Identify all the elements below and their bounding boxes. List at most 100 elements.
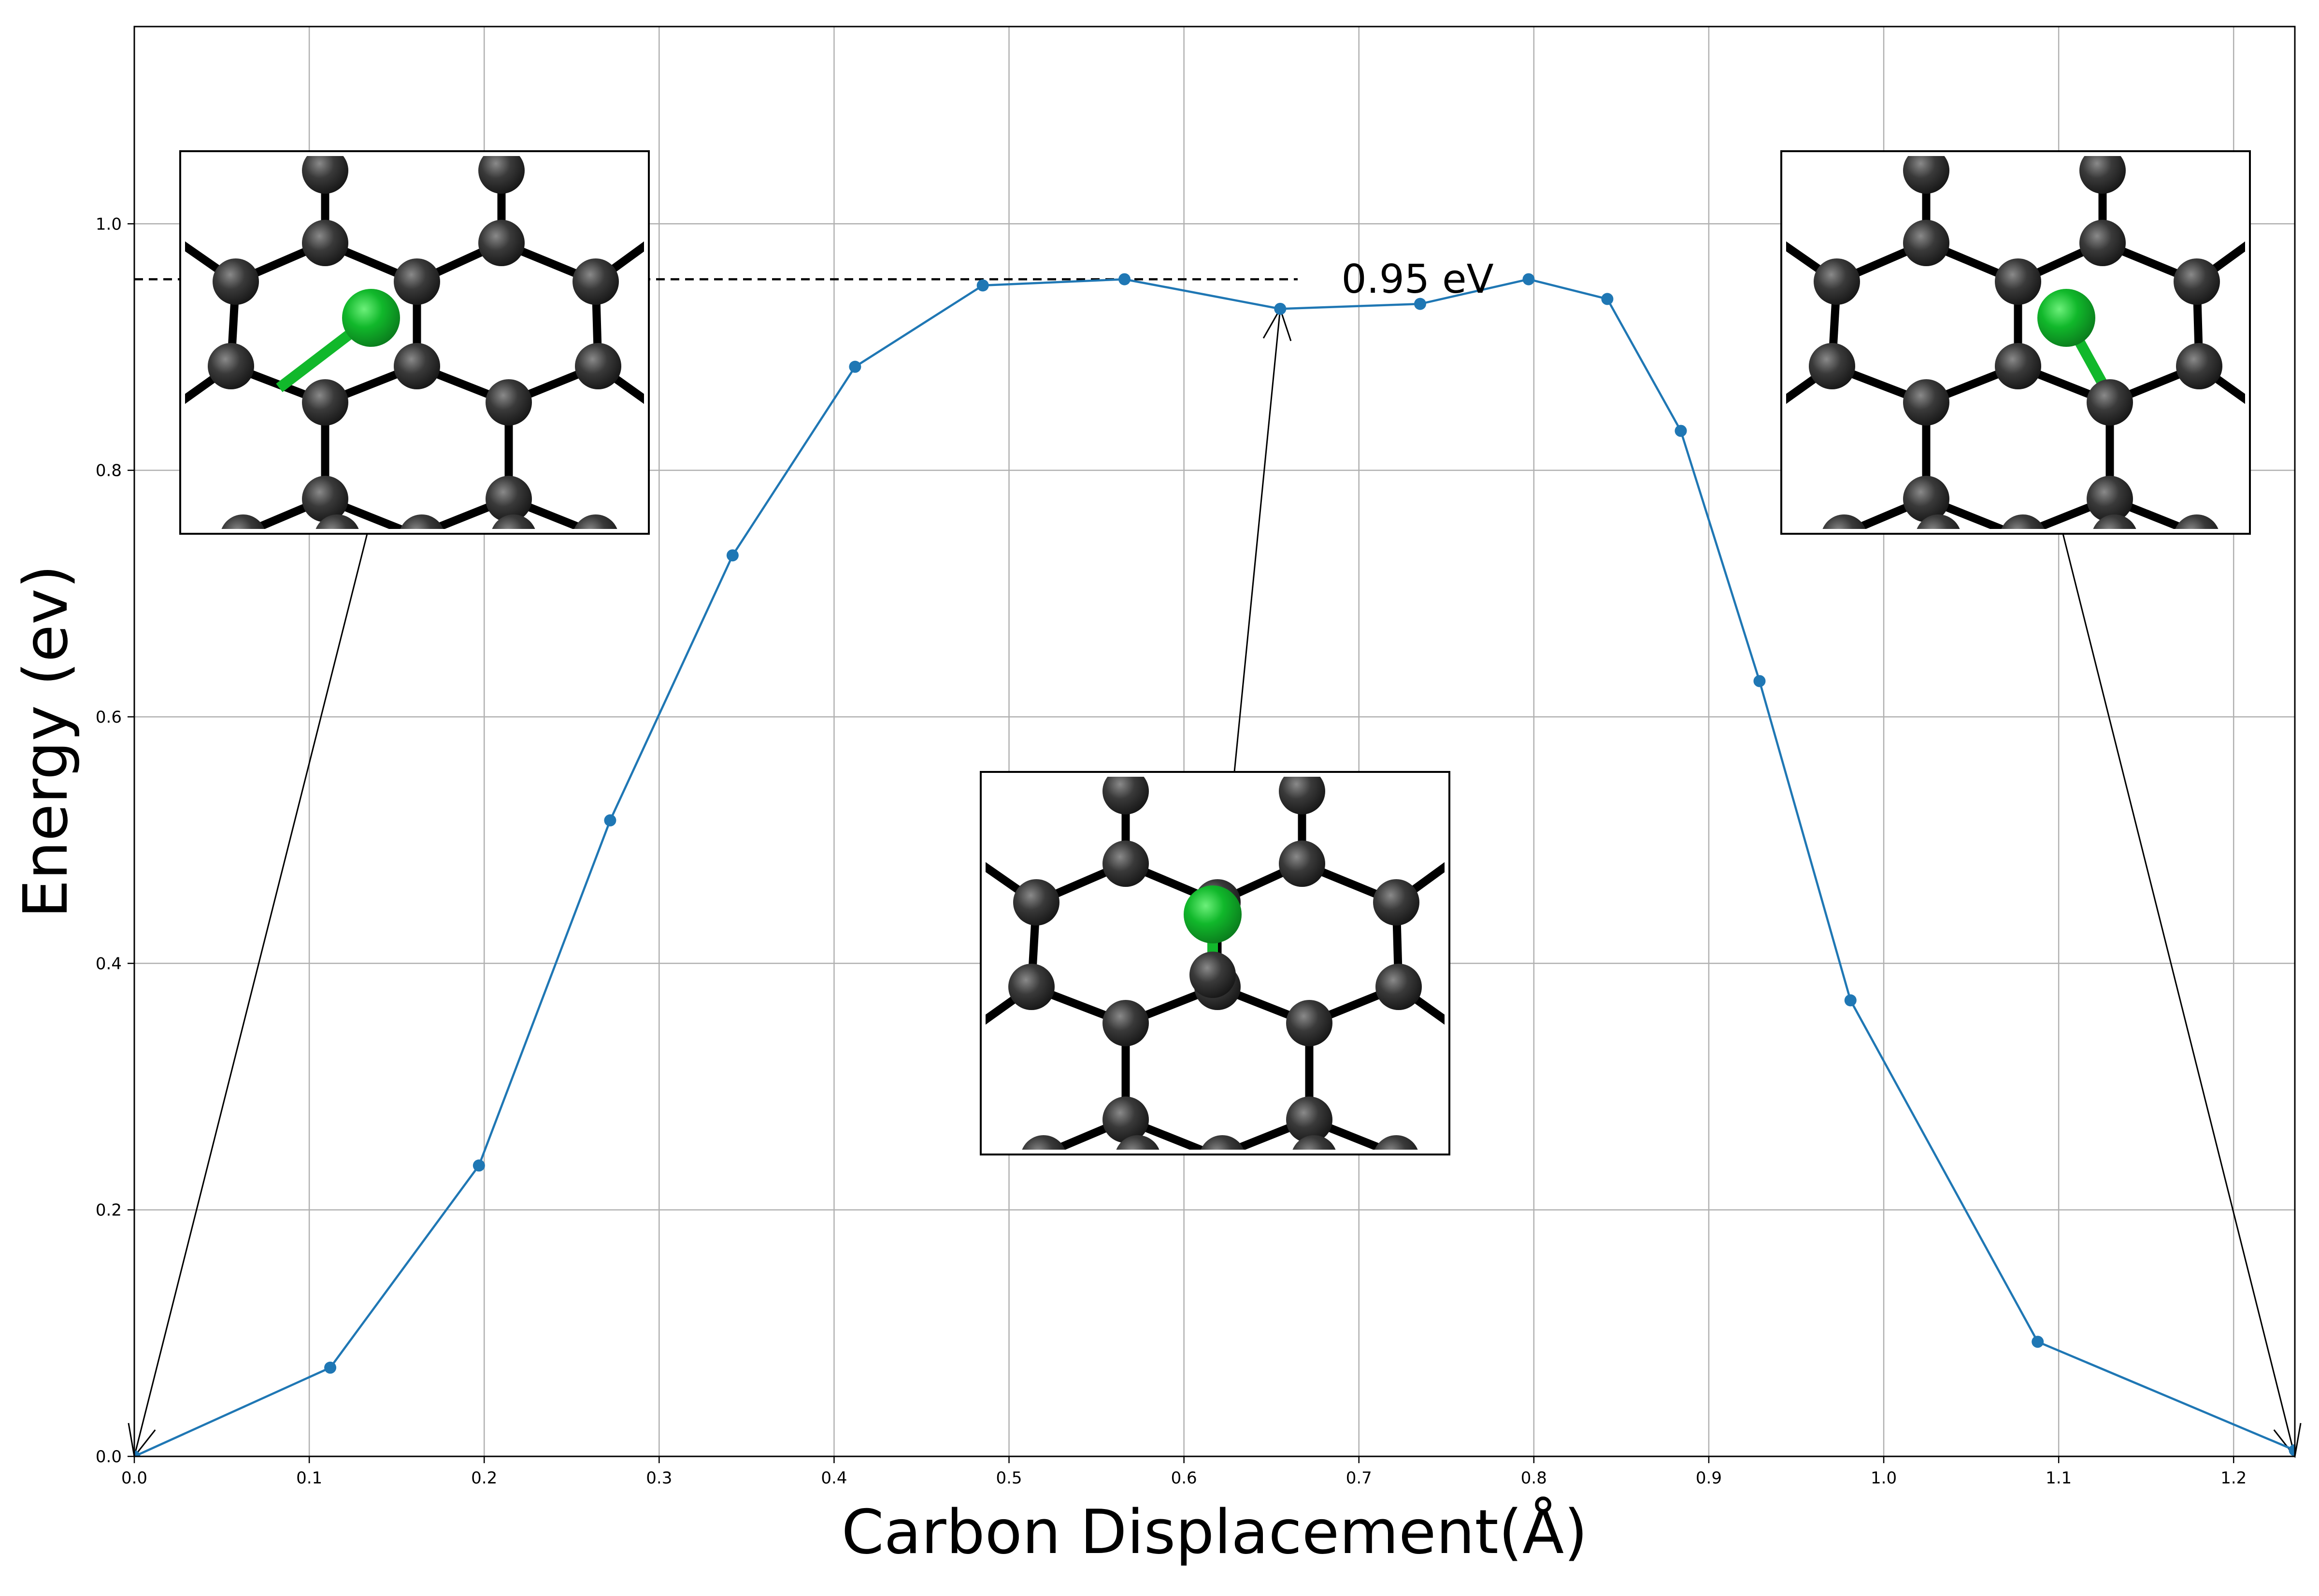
x-tick-label: 0.5: [996, 1468, 1022, 1488]
inset-frame: [980, 771, 1450, 1155]
x-tick-label: 0.6: [1171, 1468, 1197, 1488]
carbon-atom: [1822, 514, 1866, 529]
energy-point: [2289, 1444, 2295, 1456]
carbon-atom: [573, 258, 619, 305]
carbon-atom: [2087, 379, 2133, 426]
carbon-atom: [1201, 1135, 1244, 1150]
arrow-shaft: [1233, 309, 1281, 772]
energy-point: [2032, 1336, 2044, 1348]
carbon-atom: [574, 514, 617, 529]
inset-frame: [179, 150, 650, 535]
energy-point: [604, 814, 616, 826]
energy-point: [1601, 293, 1614, 305]
carbon-atom: [302, 476, 348, 522]
carbon-atom: [1995, 258, 2041, 305]
lattice: [986, 777, 1445, 1150]
carbon-atom: [221, 514, 265, 529]
y-axis-ticks: 0.0 0.2 0.4 0.6 0.8 1.0: [96, 214, 134, 1467]
adatom: [2037, 289, 2095, 347]
y-tick-label: 0.8: [96, 461, 122, 481]
x-tick-label: 0.3: [646, 1468, 672, 1488]
carbon-atom: [1279, 777, 1325, 814]
inset-initial-structure: [179, 150, 650, 535]
carbon-atom: [1189, 952, 1236, 998]
carbon-atom: [575, 343, 621, 389]
annotation-arrows: [128, 307, 2302, 1458]
adatom: [1184, 885, 1242, 943]
carbon-atom: [1292, 1135, 1336, 1150]
y-tick-label: 0.6: [96, 708, 122, 727]
lattice: [1786, 156, 2245, 529]
carbon-atom: [1903, 156, 1949, 194]
carbon-atom: [1373, 879, 1419, 926]
carbon-atom: [1917, 514, 1960, 529]
barrier-annotation: 0.95 eV: [1342, 256, 1494, 302]
energy-point: [976, 279, 989, 292]
inset-saddle-structure: [980, 771, 1450, 1155]
carbon-atom: [1374, 1135, 1418, 1150]
carbon-atom: [400, 514, 444, 529]
energy-point: [1522, 273, 1535, 285]
carbon-atom: [1903, 220, 1949, 266]
x-tick-label: 0.9: [1696, 1468, 1722, 1488]
energy-point: [1118, 273, 1131, 285]
carbon-atom: [2079, 220, 2126, 266]
carbon-atom: [1375, 964, 1422, 1010]
arrow-shaft: [133, 533, 368, 1457]
energy-point: [472, 1159, 485, 1172]
x-tick-label: 1.2: [2220, 1468, 2247, 1488]
energy-point: [849, 360, 861, 373]
carbon-atom: [1286, 1097, 1332, 1143]
carbon-atom: [302, 220, 348, 266]
carbon-atom: [213, 258, 259, 305]
carbon-atom: [302, 379, 348, 426]
energy-point: [324, 1361, 337, 1374]
adatom: [342, 289, 400, 347]
lattice: [185, 156, 644, 529]
carbon-atom: [1013, 879, 1059, 926]
y-axis-label: Energy (ev): [10, 565, 81, 918]
inset-frame: [1780, 150, 2251, 535]
y-tick-label: 0.2: [96, 1201, 122, 1220]
carbon-atom: [1286, 1000, 1332, 1046]
carbon-atom: [1903, 379, 1949, 426]
x-tick-label: 0.7: [1346, 1468, 1372, 1488]
carbon-atom: [2001, 514, 2045, 529]
carbon-atom: [2087, 476, 2133, 522]
x-tick-label: 0.1: [296, 1468, 322, 1488]
x-axis-ticks: 0.0 0.1 0.2 0.3 0.4 0.5 0.6 0.7 0.8 0.9 1.0 1.1 1.2: [121, 1456, 2247, 1488]
x-tick-label: 1.0: [1871, 1468, 1897, 1488]
carbon-atom: [1102, 1000, 1149, 1046]
x-tick-label: 0.4: [821, 1468, 847, 1488]
carbon-atom: [478, 220, 525, 266]
y-tick-label: 0.4: [96, 954, 122, 973]
carbon-atom: [2175, 514, 2219, 529]
carbon-atom: [208, 343, 254, 389]
carbon-atom: [2079, 156, 2126, 194]
energy-point: [1414, 298, 1426, 310]
inset-final-structure: [1780, 150, 2251, 535]
carbon-atom: [315, 514, 359, 529]
carbon-atom: [1903, 476, 1949, 522]
carbon-atom: [394, 258, 440, 305]
energy-point: [726, 549, 739, 562]
carbon-atom: [1102, 777, 1149, 814]
carbon-atom: [2176, 343, 2222, 389]
carbon-atom: [1022, 1135, 1065, 1150]
plot-frame: [133, 26, 2296, 1457]
x-axis-label: Carbon Displacement(Å): [842, 1496, 1588, 1568]
carbon-atom: [1814, 258, 1860, 305]
structure-insets: [179, 150, 2251, 1155]
carbon-atom: [492, 514, 535, 529]
carbon-atom: [1279, 841, 1325, 887]
carbon-atom: [486, 379, 532, 426]
carbon-atom: [486, 476, 532, 522]
x-tick-label: 0.0: [121, 1468, 147, 1488]
carbon-atom: [1102, 1097, 1149, 1143]
energy-point: [1753, 675, 1766, 687]
carbon-atom: [1008, 964, 1055, 1010]
x-tick-label: 1.1: [2046, 1468, 2072, 1488]
carbon-atom: [394, 343, 440, 389]
